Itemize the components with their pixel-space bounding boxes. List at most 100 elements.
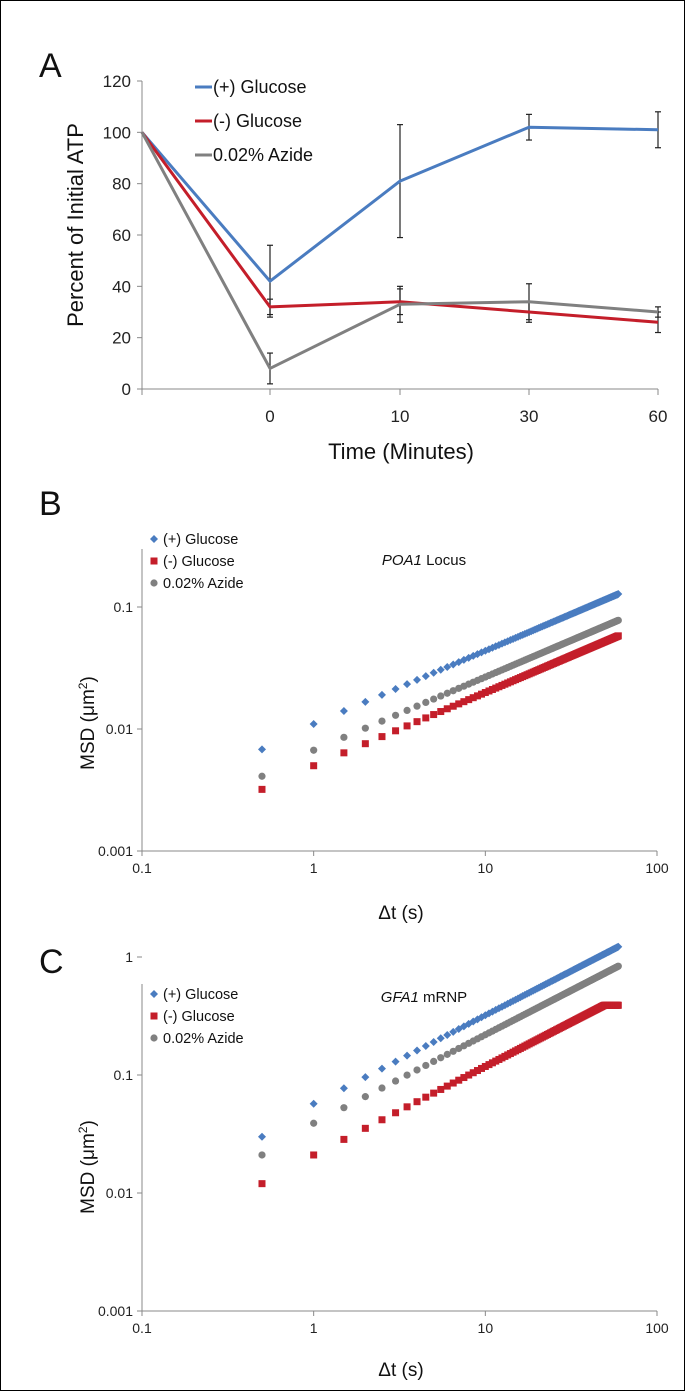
data-point-diamond <box>481 1011 490 1020</box>
legend-label-1: (-) Glucose <box>213 111 302 131</box>
data-point-diamond <box>391 685 400 694</box>
x-tick-label: 60 <box>649 407 668 426</box>
data-point-diamond <box>477 1013 486 1022</box>
data-point-circle <box>310 746 318 754</box>
data-point-diamond <box>339 707 348 716</box>
data-point-diamond <box>443 1030 452 1039</box>
panel-b-ylabel-main: MSD (μm <box>78 689 99 770</box>
data-point-diamond <box>257 745 266 754</box>
y-tick-label: 120 <box>103 72 131 91</box>
data-point-square <box>460 1074 468 1082</box>
data-point-diamond <box>494 1004 503 1013</box>
data-point-square <box>340 1135 348 1143</box>
data-point-diamond <box>488 1007 497 1016</box>
legend-label-2: 0.02% Azide <box>163 1031 244 1047</box>
data-point-diamond <box>361 697 370 706</box>
data-point-diamond <box>503 999 512 1008</box>
data-point-circle <box>340 733 348 741</box>
data-point-diamond <box>436 1034 445 1043</box>
data-point-diamond <box>403 1051 412 1060</box>
data-point-diamond <box>413 1046 422 1055</box>
data-point-diamond <box>421 672 430 681</box>
data-point-square <box>437 708 445 716</box>
series-points-0 <box>257 942 623 1141</box>
data-point-square <box>455 700 463 708</box>
data-point-diamond <box>429 668 438 677</box>
x-tick-label: 0.1 <box>132 1320 152 1336</box>
y-tick-label: 1 <box>125 949 133 965</box>
y-axis-title: Percent of Initial ATP <box>63 123 88 327</box>
panel-b-ylabel-sup: 2 <box>76 682 90 689</box>
data-point-square <box>310 762 318 770</box>
data-point-diamond <box>464 653 473 662</box>
legend-label-1: (-) Glucose <box>163 1009 235 1025</box>
panel-b-subtitle-rest: Locus <box>422 552 466 569</box>
legend-marker-0 <box>150 990 158 998</box>
data-point-diamond <box>361 1073 370 1082</box>
data-point-circle <box>422 698 430 707</box>
data-point-diamond <box>421 1041 430 1050</box>
legend-label-0: (+) Glucose <box>163 987 238 1003</box>
data-point-circle <box>391 711 400 719</box>
legend-label-0: (+) Glucose <box>213 77 307 97</box>
data-point-circle <box>449 1047 457 1055</box>
data-point-square <box>392 727 400 735</box>
panel-b-subtitle-gene: POA1 <box>382 552 422 569</box>
data-point-square <box>465 696 473 704</box>
data-point-square <box>473 1067 481 1075</box>
data-point-square <box>614 632 622 640</box>
data-point-square <box>443 1082 451 1090</box>
legend-label-1: (-) Glucose <box>163 554 235 570</box>
data-point-square <box>449 1079 457 1087</box>
y-axis-title-text: Percent of Initial ATP <box>63 123 88 327</box>
data-point-circle <box>430 1057 438 1065</box>
y-tick-label: 0 <box>122 380 131 399</box>
panel-b-subtitle: POA1 Locus <box>382 552 466 569</box>
data-point-circle <box>391 1077 400 1085</box>
data-point-diamond <box>500 638 509 647</box>
data-point-circle <box>258 772 266 780</box>
data-point-diamond <box>449 660 458 669</box>
data-point-square <box>378 733 386 741</box>
data-point-square <box>361 740 369 748</box>
data-point-square <box>478 690 486 698</box>
y-tick-label: 20 <box>112 329 131 348</box>
y-tick-label: 0.01 <box>106 721 133 737</box>
data-point-diamond <box>614 942 623 951</box>
data-point-square <box>481 1062 489 1070</box>
panel-b-chart: B POA1 Locus MSD (μm2) Δt (s) 0.001 0.01 0… <box>39 485 669 924</box>
series-points-2 <box>258 616 622 780</box>
panel-letter-a: A <box>39 47 62 85</box>
data-point-square <box>473 692 481 700</box>
data-point-diamond <box>309 719 318 728</box>
data-point-diamond <box>436 665 445 674</box>
data-point-diamond <box>339 1084 348 1093</box>
data-point-circle <box>378 717 386 725</box>
y-tick-label: 60 <box>112 226 131 245</box>
data-point-square <box>478 1064 486 1072</box>
panel-c-subtitle-gene: GFA1 <box>381 989 419 1006</box>
data-point-diamond <box>497 1002 506 1011</box>
data-point-circle <box>443 689 451 697</box>
data-point-square <box>378 1116 386 1124</box>
data-point-square <box>310 1151 318 1159</box>
data-point-diamond <box>443 662 452 671</box>
x-tick-label: 0 <box>265 407 274 426</box>
panel-c-y-axis-title: MSD (μm2) <box>76 1120 99 1214</box>
data-point-diamond <box>377 1064 386 1073</box>
data-point-diamond <box>403 680 412 689</box>
y-tick-label: 0.001 <box>98 843 133 859</box>
legend-marker-0 <box>150 535 158 543</box>
data-point-circle <box>378 1084 386 1092</box>
panel-c-ylabel-main: MSD (μm <box>78 1133 99 1214</box>
data-point-diamond <box>614 590 623 599</box>
panel-letter-c: C <box>39 943 64 981</box>
series-line-0 <box>140 125 659 283</box>
y-tick-label: 0.1 <box>114 1067 134 1083</box>
x-tick-label: 10 <box>478 1320 494 1336</box>
data-point-diamond <box>391 1057 400 1066</box>
data-point-square <box>449 702 457 710</box>
data-point-diamond <box>449 1027 458 1036</box>
y-tick-label: 100 <box>103 123 131 142</box>
data-point-square <box>481 689 489 697</box>
